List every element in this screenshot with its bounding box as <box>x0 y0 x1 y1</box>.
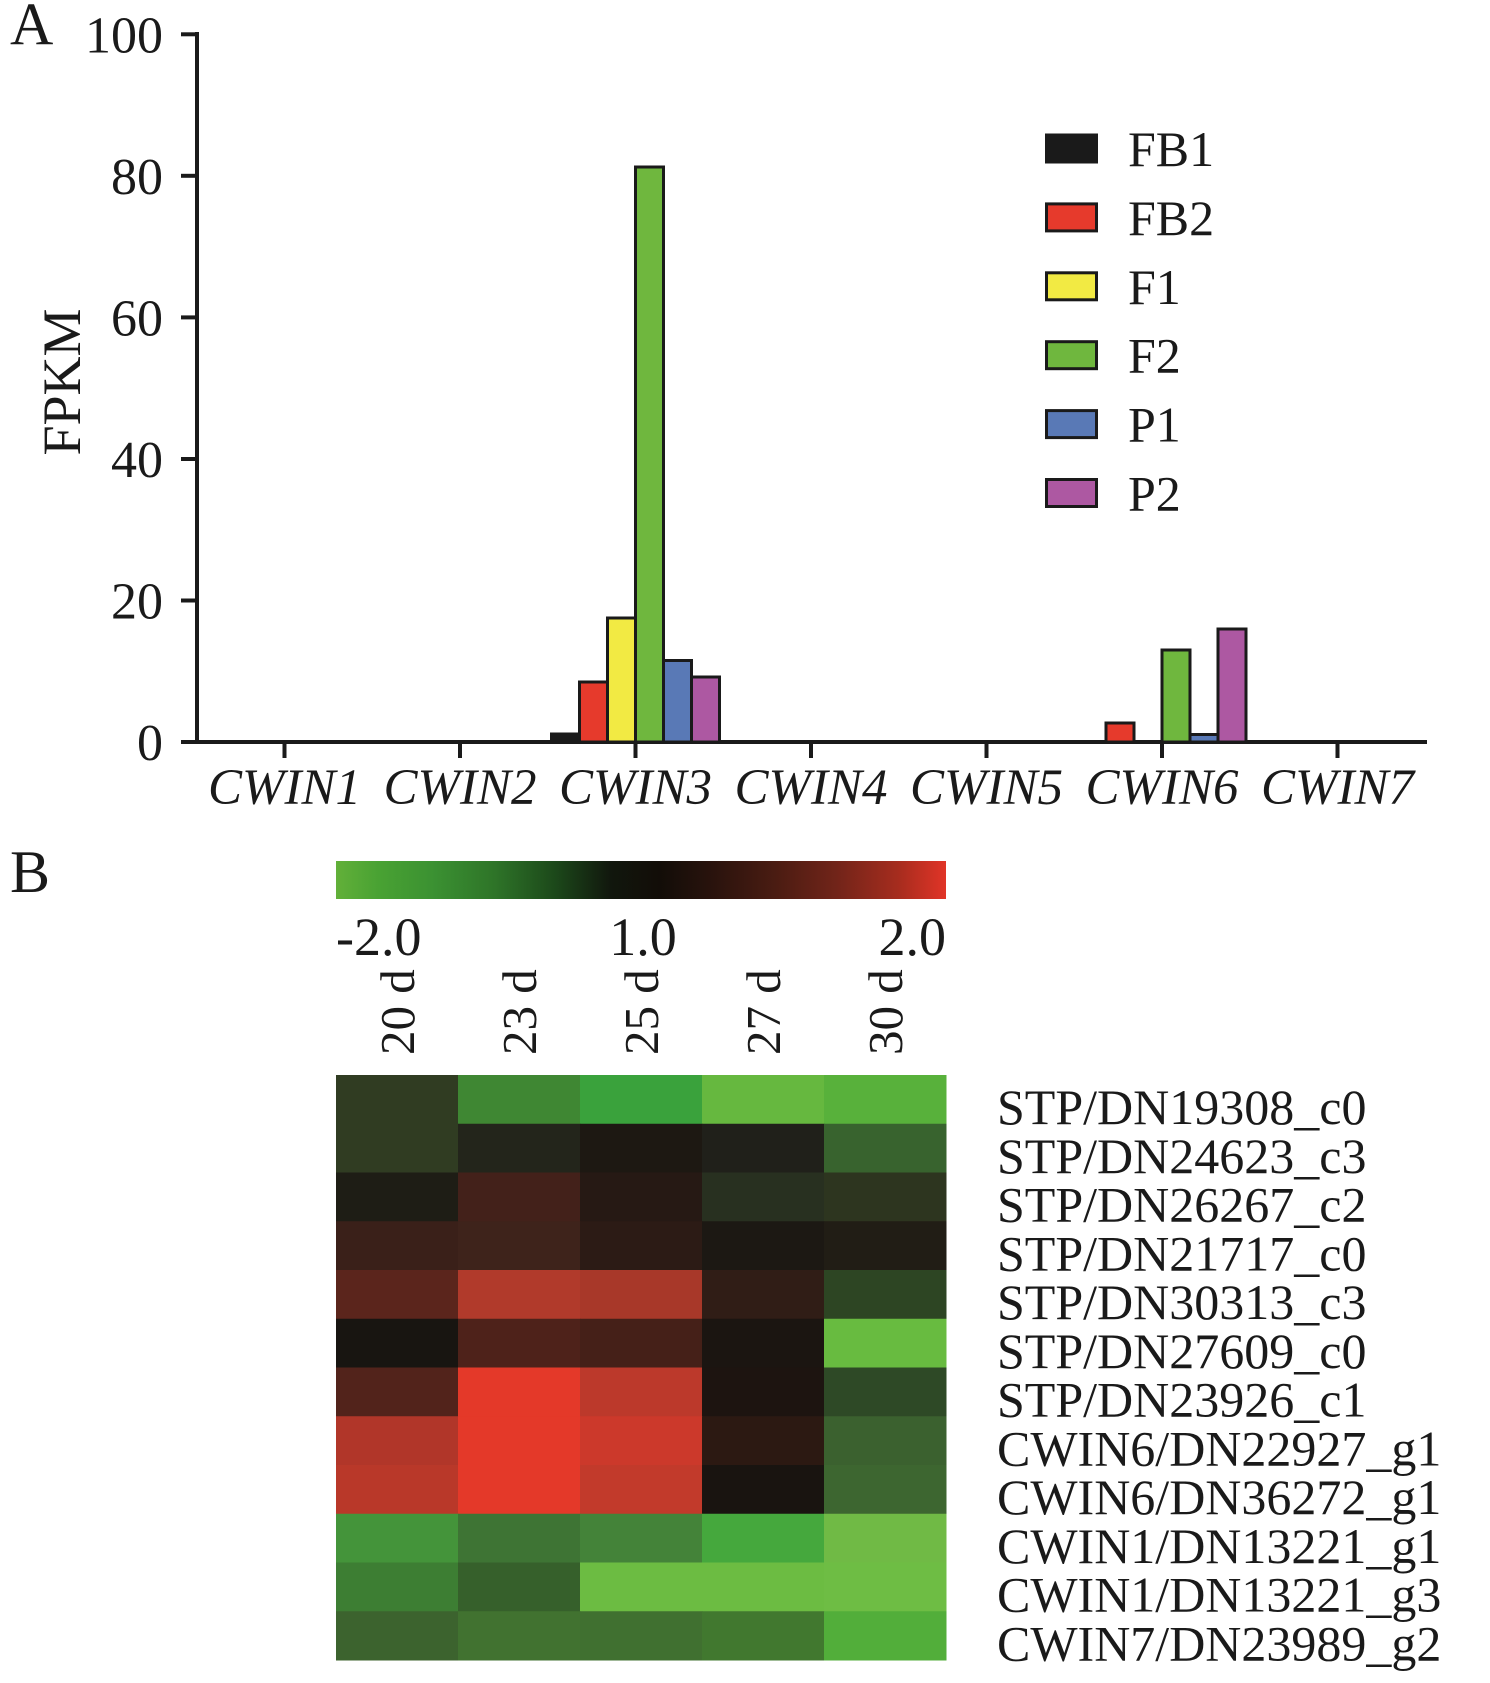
svg-text:B: B <box>10 839 50 905</box>
svg-text:STP/DN21717_c0: STP/DN21717_c0 <box>997 1225 1366 1281</box>
svg-text:100: 100 <box>85 7 163 64</box>
svg-text:CWIN6: CWIN6 <box>1086 760 1240 816</box>
svg-text:2.0: 2.0 <box>879 907 947 967</box>
svg-text:CWIN3: CWIN3 <box>559 760 712 816</box>
svg-text:CWIN7: CWIN7 <box>1261 760 1417 816</box>
svg-text:STP/DN30313_c3: STP/DN30313_c3 <box>997 1274 1366 1330</box>
svg-text:20 d: 20 d <box>370 969 425 1055</box>
svg-text:F2: F2 <box>1128 328 1181 384</box>
svg-text:CWIN2: CWIN2 <box>384 760 537 816</box>
svg-text:27 d: 27 d <box>736 969 791 1055</box>
svg-text:80: 80 <box>111 149 163 206</box>
svg-text:CWIN1/DN13221_g1: CWIN1/DN13221_g1 <box>997 1518 1441 1574</box>
svg-text:20: 20 <box>111 574 163 631</box>
svg-text:FB2: FB2 <box>1128 190 1214 246</box>
svg-text:STP/DN26267_c2: STP/DN26267_c2 <box>997 1177 1366 1233</box>
svg-text:F1: F1 <box>1128 259 1181 315</box>
svg-text:P2: P2 <box>1128 466 1181 522</box>
svg-text:CWIN5: CWIN5 <box>910 760 1063 816</box>
svg-text:40: 40 <box>111 432 163 489</box>
svg-text:CWIN1: CWIN1 <box>208 760 361 816</box>
svg-text:FB1: FB1 <box>1128 121 1214 177</box>
svg-text:25 d: 25 d <box>614 969 669 1055</box>
svg-text:1.0: 1.0 <box>609 907 677 967</box>
svg-text:STP/DN24623_c3: STP/DN24623_c3 <box>997 1128 1366 1184</box>
svg-text:FPKM: FPKM <box>32 308 92 455</box>
svg-text:A: A <box>10 0 53 58</box>
svg-text:STP/DN19308_c0: STP/DN19308_c0 <box>997 1079 1366 1135</box>
svg-text:-2.0: -2.0 <box>336 907 421 967</box>
svg-text:23 d: 23 d <box>492 969 547 1055</box>
svg-text:STP/DN27609_c0: STP/DN27609_c0 <box>997 1323 1366 1379</box>
svg-text:CWIN6/DN22927_g1: CWIN6/DN22927_g1 <box>997 1420 1441 1476</box>
svg-text:0: 0 <box>137 715 163 772</box>
svg-text:CWIN7/DN23989_g2: CWIN7/DN23989_g2 <box>997 1615 1441 1671</box>
svg-text:STP/DN23926_c1: STP/DN23926_c1 <box>997 1372 1366 1428</box>
svg-text:CWIN1/DN13221_g3: CWIN1/DN13221_g3 <box>997 1567 1441 1623</box>
svg-text:CWIN6/DN36272_g1: CWIN6/DN36272_g1 <box>997 1469 1441 1525</box>
svg-text:30 d: 30 d <box>858 969 913 1055</box>
svg-text:CWIN4: CWIN4 <box>735 760 888 816</box>
svg-text:60: 60 <box>111 290 163 347</box>
svg-text:P1: P1 <box>1128 397 1181 453</box>
